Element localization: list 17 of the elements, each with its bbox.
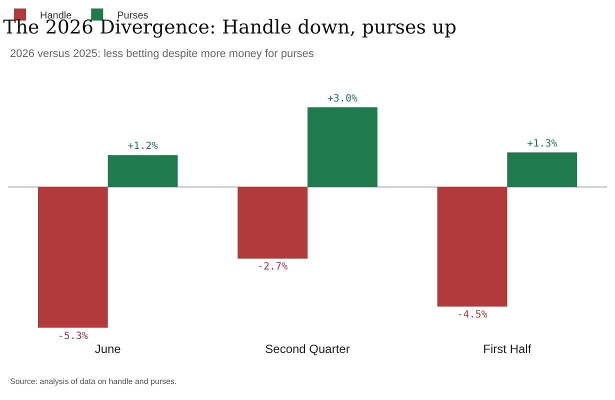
data-label: -4.5% [457, 310, 488, 320]
bar [507, 152, 578, 187]
data-label: -5.3% [58, 330, 88, 342]
source-note: Source: analysis of data on handle and purses. [10, 377, 177, 386]
bar [38, 186, 108, 328]
data-label: +3.0% [327, 93, 358, 104]
data-label: +1.2% [128, 141, 158, 152]
x-tick-label: First Half [483, 342, 532, 356]
x-tick-label: Second Quarter [265, 342, 350, 356]
data-label: -2.7% [258, 262, 288, 273]
chart-subtitle: 2026 versus 2025: less betting despite more money for purses [10, 48, 314, 60]
bar [437, 186, 508, 306]
bar [308, 107, 378, 187]
x-tick-label: June [94, 342, 122, 356]
bar [238, 186, 308, 259]
bar [108, 155, 178, 187]
data-label: +1.3% [527, 138, 558, 150]
